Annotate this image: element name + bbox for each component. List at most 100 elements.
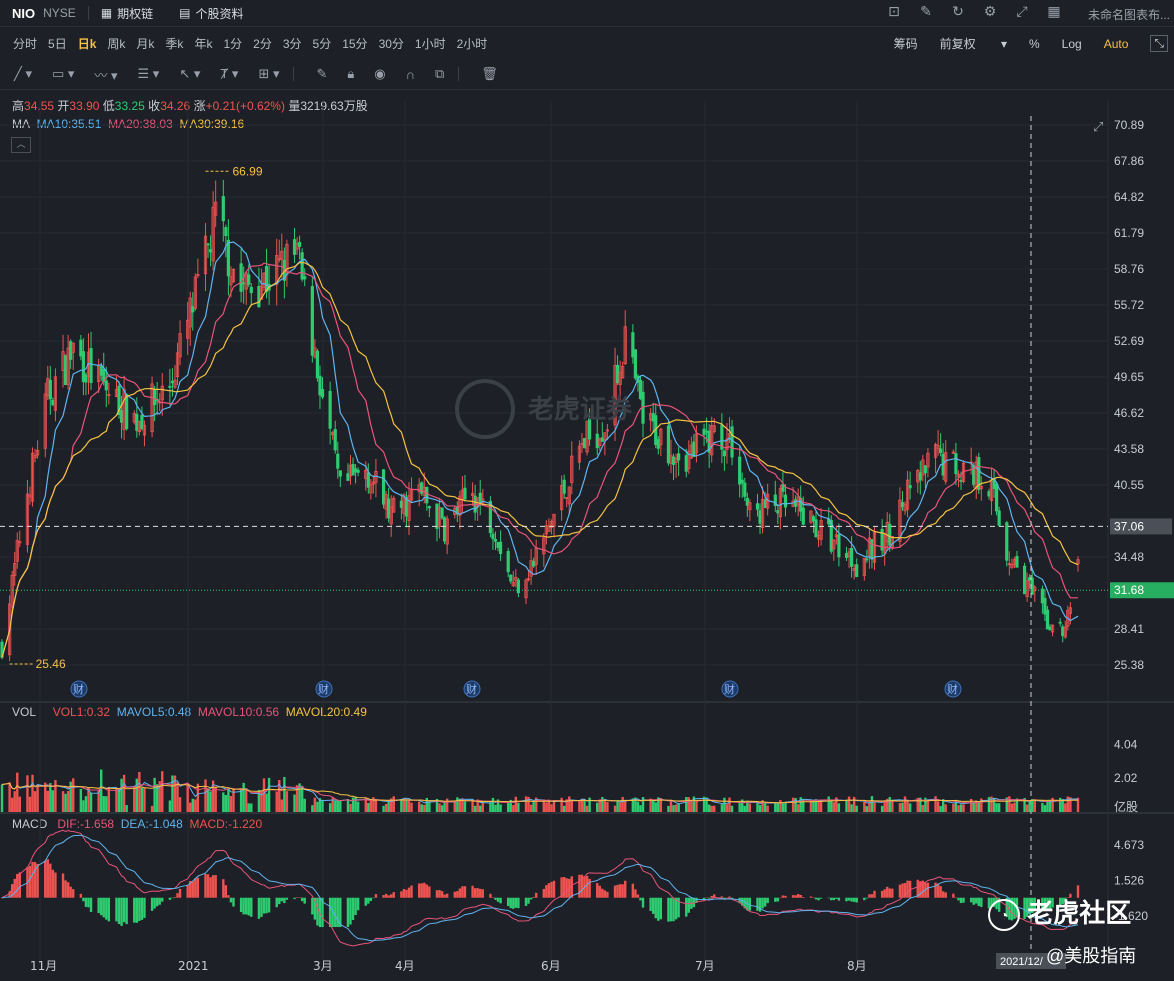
volume-bar bbox=[817, 801, 820, 812]
volume-bar bbox=[456, 797, 459, 812]
layout-name[interactable]: 未命名图表布... bbox=[1087, 8, 1170, 22]
measure-tool-icon[interactable]: ⊞ ▾ bbox=[258, 66, 280, 81]
wave-tool-icon[interactable]: 〰 ▾ bbox=[94, 67, 118, 83]
macd-bar bbox=[384, 893, 388, 898]
macd-bar bbox=[140, 897, 144, 920]
eye-icon[interactable]: ◉ bbox=[374, 66, 386, 81]
chart-options: 筹码 前复权 ▾ % Log Auto ⤡ bbox=[894, 28, 1174, 59]
candle-body bbox=[69, 341, 73, 360]
candle-body bbox=[247, 274, 251, 285]
refresh-icon[interactable]: ↻ bbox=[952, 3, 964, 19]
candle-body bbox=[10, 574, 14, 608]
expand-icon[interactable]: ⤡ bbox=[1150, 35, 1168, 52]
line-tool-icon[interactable]: ╱ ▾ bbox=[14, 66, 32, 81]
candle-body bbox=[801, 507, 805, 525]
volume-bar bbox=[710, 805, 713, 812]
volume-bar bbox=[794, 798, 797, 812]
volume-bar bbox=[651, 800, 655, 812]
macd-label[interactable]: MACD bbox=[12, 817, 48, 831]
log-button[interactable]: Log bbox=[1061, 36, 1082, 51]
copy-icon[interactable]: ⧉ bbox=[434, 66, 445, 81]
volume-bar bbox=[372, 797, 375, 812]
chart-canvas[interactable]: 70.89 67.86 64.82 61.79 58.76 55.72 52.69 49.65… bbox=[0, 100, 1174, 981]
arrow-tool-icon[interactable]: ↖ ▾ bbox=[179, 66, 201, 81]
volume-bar bbox=[720, 804, 724, 812]
volume-bar bbox=[209, 791, 212, 812]
volume-bar bbox=[250, 803, 253, 812]
candle-body bbox=[208, 249, 213, 253]
ma-label[interactable]: MA bbox=[12, 117, 30, 131]
macd-bar bbox=[354, 897, 357, 916]
macd-bar bbox=[356, 897, 360, 911]
candle-body bbox=[310, 286, 314, 356]
macd-bar bbox=[852, 897, 856, 902]
macd-bar bbox=[565, 878, 568, 898]
period-tab[interactable]: 1分 bbox=[223, 37, 243, 51]
price-tick: 64.82 bbox=[1114, 190, 1144, 204]
volume-bar bbox=[934, 796, 937, 812]
pencil-icon[interactable]: ✎ bbox=[316, 66, 328, 81]
options-chain-link[interactable]: ▦ 期权链 bbox=[101, 5, 153, 22]
symbol[interactable]: NIO bbox=[12, 5, 36, 21]
adjust-dropdown[interactable]: 前复权 ▾ bbox=[939, 37, 1007, 51]
macd-bar bbox=[710, 895, 713, 898]
volume-bar bbox=[977, 802, 980, 812]
mavol10-value: MAVOL10:0.56 bbox=[197, 705, 280, 719]
macd-bar bbox=[883, 889, 886, 898]
trash-icon[interactable]: 🗑︎ bbox=[481, 66, 498, 81]
period-tab[interactable]: 分时 bbox=[13, 37, 38, 51]
period-tab[interactable]: 30分 bbox=[378, 37, 404, 51]
magnet-icon[interactable]: ∩ bbox=[405, 66, 415, 82]
crosshair-price-box bbox=[1110, 518, 1172, 535]
layout-icon[interactable]: ▦ bbox=[1047, 3, 1061, 19]
macd-bar bbox=[491, 897, 495, 898]
period-tab[interactable]: 5日 bbox=[48, 37, 67, 51]
auto-button[interactable]: Auto bbox=[1103, 36, 1129, 51]
period-tab[interactable]: 5分 bbox=[312, 37, 332, 51]
percent-button[interactable]: % bbox=[1029, 36, 1040, 51]
volume-bar bbox=[1046, 801, 1049, 812]
stock-profile-link[interactable]: ▤ 个股资料 bbox=[179, 5, 243, 22]
candle-body bbox=[1015, 555, 1019, 568]
open-label: 开 bbox=[57, 99, 70, 113]
chips-button[interactable]: 筹码 bbox=[893, 37, 918, 51]
period-tab[interactable]: 月k bbox=[136, 37, 155, 51]
candle-body bbox=[491, 533, 495, 540]
rect-tool-icon[interactable]: ▭ ▾ bbox=[51, 66, 75, 81]
period-tab[interactable]: 日k bbox=[77, 37, 97, 51]
collapse-icon[interactable]: ︿ bbox=[11, 137, 31, 153]
candle-body bbox=[712, 425, 716, 433]
volume-bar bbox=[725, 804, 729, 812]
gear-icon[interactable]: ⚙ bbox=[983, 3, 997, 19]
period-tab[interactable]: 2小时 bbox=[456, 37, 488, 51]
volume-bar bbox=[494, 804, 497, 812]
candle-body bbox=[900, 502, 905, 508]
candle-body bbox=[498, 541, 503, 555]
macd-bar bbox=[906, 880, 909, 898]
candle-body bbox=[944, 452, 948, 482]
fullscreen-icon[interactable]: ⤢ bbox=[1016, 3, 1028, 19]
period-tab[interactable]: 季k bbox=[165, 37, 184, 51]
draw-icon[interactable]: ✎ bbox=[920, 3, 932, 19]
macd-bar bbox=[545, 885, 548, 898]
period-tab[interactable]: 15分 bbox=[342, 37, 368, 51]
period-tab[interactable]: 年k bbox=[194, 37, 213, 51]
fib-tool-icon[interactable]: ☰ ▾ bbox=[137, 66, 160, 81]
period-tab[interactable]: 1小时 bbox=[414, 37, 446, 51]
vol-label[interactable]: VOL bbox=[12, 705, 37, 719]
macd-bar bbox=[428, 886, 431, 898]
volume-bar bbox=[420, 804, 423, 812]
macd-bar bbox=[944, 892, 947, 898]
candle-body bbox=[15, 540, 19, 562]
indicator-icon[interactable]: ⊡ bbox=[888, 3, 900, 19]
macd-bar bbox=[69, 886, 72, 898]
lock-icon[interactable]: 🔒︎ bbox=[347, 66, 355, 81]
period-tab[interactable]: 周k bbox=[107, 37, 126, 51]
period-tab[interactable]: 3分 bbox=[282, 37, 302, 51]
macd-bar bbox=[122, 897, 126, 923]
text-tool-icon[interactable]: Ⱦ ▾ bbox=[220, 66, 239, 81]
candle-body bbox=[193, 276, 197, 309]
macd-bar bbox=[1048, 897, 1052, 910]
candle-body bbox=[175, 352, 180, 378]
period-tab[interactable]: 2分 bbox=[253, 37, 272, 51]
